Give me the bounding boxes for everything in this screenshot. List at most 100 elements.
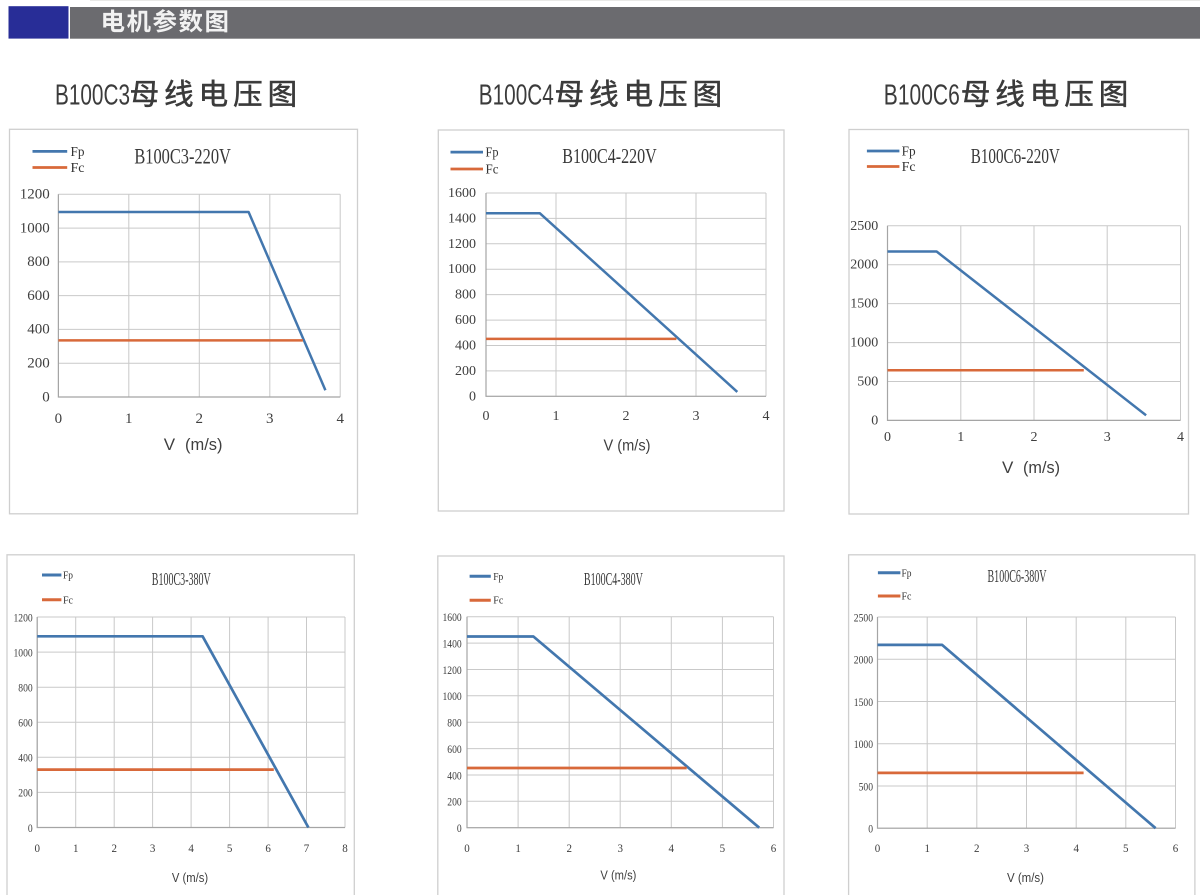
svg-text:3: 3 xyxy=(1104,430,1111,445)
svg-text:1200: 1200 xyxy=(448,237,476,252)
svg-text:1: 1 xyxy=(553,409,560,424)
svg-text:V (m/s): V (m/s) xyxy=(600,868,636,883)
svg-text:200: 200 xyxy=(447,797,462,809)
svg-text:1000: 1000 xyxy=(20,220,50,236)
svg-text:2: 2 xyxy=(566,841,572,855)
svg-text:1500: 1500 xyxy=(850,297,878,312)
svg-text:(m/s): (m/s) xyxy=(1023,458,1060,477)
svg-text:(m/s): (m/s) xyxy=(185,435,223,454)
svg-text:1000: 1000 xyxy=(14,647,33,659)
svg-text:1000: 1000 xyxy=(850,336,878,351)
svg-text:B100C4: B100C4 xyxy=(479,79,554,111)
svg-text:Fc: Fc xyxy=(493,596,503,607)
svg-text:Fp: Fp xyxy=(63,571,73,582)
svg-text:Fc: Fc xyxy=(63,595,73,606)
svg-text:200: 200 xyxy=(455,364,476,379)
svg-text:1600: 1600 xyxy=(443,612,462,624)
svg-text:200: 200 xyxy=(18,788,33,800)
svg-text:6: 6 xyxy=(265,841,271,855)
svg-text:4: 4 xyxy=(1177,430,1184,445)
svg-text:600: 600 xyxy=(455,313,476,328)
svg-text:5: 5 xyxy=(720,841,726,855)
svg-text:500: 500 xyxy=(857,374,878,389)
svg-text:2: 2 xyxy=(1031,430,1038,445)
svg-text:500: 500 xyxy=(859,781,874,793)
svg-text:3: 3 xyxy=(150,841,156,855)
svg-text:600: 600 xyxy=(18,718,33,730)
svg-text:6: 6 xyxy=(1173,841,1179,855)
svg-text:V: V xyxy=(1002,458,1014,477)
svg-text:1400: 1400 xyxy=(448,211,476,226)
svg-text:2: 2 xyxy=(623,409,630,424)
svg-text:1200: 1200 xyxy=(14,612,33,624)
svg-text:B100C3: B100C3 xyxy=(55,79,130,111)
svg-text:1: 1 xyxy=(125,411,133,427)
svg-text:V (m/s): V (m/s) xyxy=(604,438,651,455)
svg-text:B100C4-220V: B100C4-220V xyxy=(562,144,657,168)
svg-text:V: V xyxy=(164,435,176,454)
svg-text:800: 800 xyxy=(18,683,33,695)
svg-text:2000: 2000 xyxy=(850,258,878,273)
svg-text:0: 0 xyxy=(42,389,50,405)
svg-text:2000: 2000 xyxy=(854,655,873,667)
svg-text:800: 800 xyxy=(447,718,462,730)
svg-text:Fc: Fc xyxy=(902,592,912,603)
svg-text:1000: 1000 xyxy=(448,262,476,277)
svg-text:200: 200 xyxy=(27,356,50,372)
svg-text:7: 7 xyxy=(304,841,310,855)
svg-text:1: 1 xyxy=(924,841,930,855)
svg-text:0: 0 xyxy=(483,409,490,424)
svg-text:1500: 1500 xyxy=(854,697,873,709)
svg-text:1000: 1000 xyxy=(443,691,462,703)
svg-text:1600: 1600 xyxy=(448,186,476,201)
svg-text:1: 1 xyxy=(73,841,79,855)
svg-text:4: 4 xyxy=(669,841,675,855)
svg-text:0: 0 xyxy=(469,389,476,404)
svg-text:5: 5 xyxy=(227,841,233,855)
svg-text:3: 3 xyxy=(617,841,623,855)
svg-text:0: 0 xyxy=(28,823,33,835)
svg-text:2500: 2500 xyxy=(854,612,873,624)
svg-text:400: 400 xyxy=(18,753,33,765)
svg-text:0: 0 xyxy=(868,824,873,836)
svg-text:1: 1 xyxy=(957,430,964,445)
svg-text:Fp: Fp xyxy=(71,145,85,160)
svg-text:0: 0 xyxy=(55,411,63,427)
svg-text:V (m/s): V (m/s) xyxy=(172,870,208,885)
svg-text:V (m/s): V (m/s) xyxy=(1007,870,1044,885)
svg-text:4: 4 xyxy=(763,409,770,424)
svg-text:400: 400 xyxy=(27,322,50,338)
svg-text:0: 0 xyxy=(875,841,881,855)
svg-text:600: 600 xyxy=(27,288,50,304)
svg-text:B100C4-380V: B100C4-380V xyxy=(584,569,643,589)
svg-text:B100C3-380V: B100C3-380V xyxy=(152,569,211,589)
svg-text:0: 0 xyxy=(871,413,878,428)
svg-text:Fp: Fp xyxy=(902,145,916,160)
svg-text:Fp: Fp xyxy=(486,145,499,160)
svg-text:0: 0 xyxy=(457,823,462,835)
svg-text:600: 600 xyxy=(447,744,462,756)
svg-text:1: 1 xyxy=(515,841,521,855)
svg-text:1200: 1200 xyxy=(20,187,50,203)
svg-text:2: 2 xyxy=(111,841,117,855)
svg-text:B100C6: B100C6 xyxy=(884,79,960,111)
svg-text:4: 4 xyxy=(1073,841,1079,855)
svg-text:400: 400 xyxy=(455,338,476,353)
svg-text:800: 800 xyxy=(27,254,50,270)
svg-text:6: 6 xyxy=(771,841,777,855)
svg-text:2: 2 xyxy=(196,411,204,427)
svg-text:800: 800 xyxy=(455,288,476,303)
svg-text:Fp: Fp xyxy=(493,572,503,583)
svg-text:B100C3-220V: B100C3-220V xyxy=(134,144,231,169)
svg-text:3: 3 xyxy=(693,409,700,424)
svg-text:Fc: Fc xyxy=(902,160,916,175)
svg-text:0: 0 xyxy=(884,430,891,445)
svg-text:0: 0 xyxy=(34,841,40,855)
svg-text:B100C6-380V: B100C6-380V xyxy=(988,566,1047,586)
svg-text:5: 5 xyxy=(1123,841,1129,855)
svg-text:B100C6-220V: B100C6-220V xyxy=(971,144,1060,168)
svg-text:2500: 2500 xyxy=(850,219,878,234)
svg-text:3: 3 xyxy=(1024,841,1030,855)
svg-text:Fc: Fc xyxy=(71,161,85,176)
svg-text:Fc: Fc xyxy=(486,162,499,177)
